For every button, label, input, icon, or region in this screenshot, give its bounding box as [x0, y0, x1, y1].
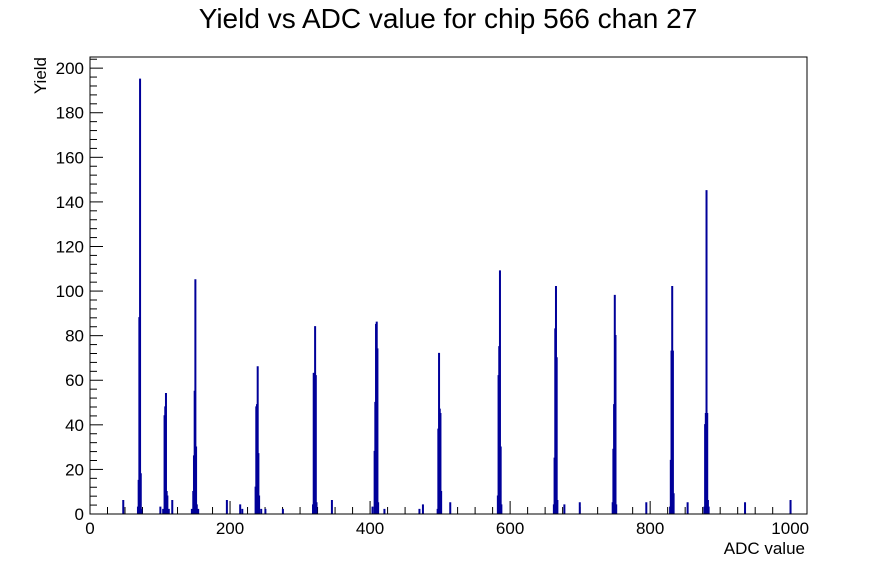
histogram-bar [707, 506, 710, 514]
y-tick-label: 0 [75, 505, 84, 524]
histogram-bar [159, 506, 162, 514]
y-tick-label: 200 [56, 59, 84, 78]
histogram-bar [197, 508, 200, 514]
histogram-bar [383, 508, 386, 514]
y-axis-title: Yield [31, 57, 50, 94]
x-tick-label: 400 [356, 519, 384, 538]
histogram-bar [139, 473, 142, 514]
histogram-bar [614, 335, 617, 514]
histogram-bar [330, 499, 333, 514]
histogram-bar [555, 357, 558, 514]
histogram-bar [440, 491, 443, 514]
x-tick-label: 1000 [771, 519, 809, 538]
histogram-bar [195, 504, 198, 514]
histogram-bar [421, 504, 424, 514]
histogram-bar [645, 502, 648, 514]
histogram-bar [225, 499, 228, 514]
histogram-bar [264, 508, 267, 514]
histogram-bar [281, 508, 284, 514]
tick-labels: 0 200 400 600 800 1000 0 20 40 60 80 100 120 140 160 18… [56, 59, 809, 538]
histogram-bar [498, 270, 501, 514]
histogram-bar [706, 413, 709, 514]
histogram-bar [578, 502, 581, 514]
histogram-bar [122, 499, 125, 514]
histogram-bar [556, 499, 559, 514]
x-tick-label: 200 [216, 519, 244, 538]
x-tick-label: 800 [636, 519, 664, 538]
histogram-bar [744, 502, 747, 514]
histogram-bar [162, 508, 165, 514]
histogram-bar [563, 504, 566, 514]
y-tick-label: 180 [56, 104, 84, 123]
histogram-bar [164, 392, 167, 514]
histogram-bar [615, 504, 618, 514]
histogram-bar [671, 350, 674, 514]
histogram-bar [239, 504, 242, 514]
histogram-bar [418, 508, 421, 514]
histogram-bar [686, 502, 689, 514]
x-axis-title: ADC value [724, 539, 805, 558]
histogram-bar [195, 446, 198, 514]
histogram-bar [139, 78, 142, 514]
x-tick-label: 0 [85, 519, 94, 538]
y-tick-label: 100 [56, 282, 84, 301]
histogram-bar [256, 366, 259, 514]
histogram-bar [241, 508, 244, 514]
histogram-bar [190, 508, 193, 514]
y-tick-label: 80 [65, 327, 84, 346]
histogram-bar [439, 413, 442, 514]
histogram-bar [258, 495, 261, 514]
histogram-bar [672, 493, 675, 514]
y-tick-label: 60 [65, 371, 84, 390]
histogram-bar [314, 375, 317, 514]
x-tick-label: 600 [496, 519, 524, 538]
histogram-bar [171, 499, 174, 514]
histogram-bar [166, 495, 169, 514]
histogram-bar [260, 508, 263, 514]
y-tick-label: 140 [56, 193, 84, 212]
chart-title: Yield vs ADC value for chip 566 chan 27 [199, 3, 698, 34]
histogram-bar [377, 502, 380, 514]
histogram-bar [500, 504, 503, 514]
histogram-bar [194, 279, 197, 514]
y-tick-label: 20 [65, 460, 84, 479]
histogram-bar [257, 453, 260, 514]
histogram-bar [371, 506, 374, 514]
histogram-bar [789, 499, 792, 514]
histogram-bar [140, 508, 143, 514]
plot-frame [89, 56, 808, 515]
y-tick-label: 120 [56, 237, 84, 256]
histogram-bar [315, 502, 318, 514]
histogram-bar [449, 502, 452, 514]
histogram-bar [376, 348, 379, 514]
histogram-bar [705, 190, 708, 514]
histogram-bar [499, 446, 502, 514]
histogram-bars [122, 78, 792, 514]
histogram-bar [167, 508, 170, 514]
y-tick-label: 40 [65, 416, 84, 435]
y-tick-label: 160 [56, 148, 84, 167]
